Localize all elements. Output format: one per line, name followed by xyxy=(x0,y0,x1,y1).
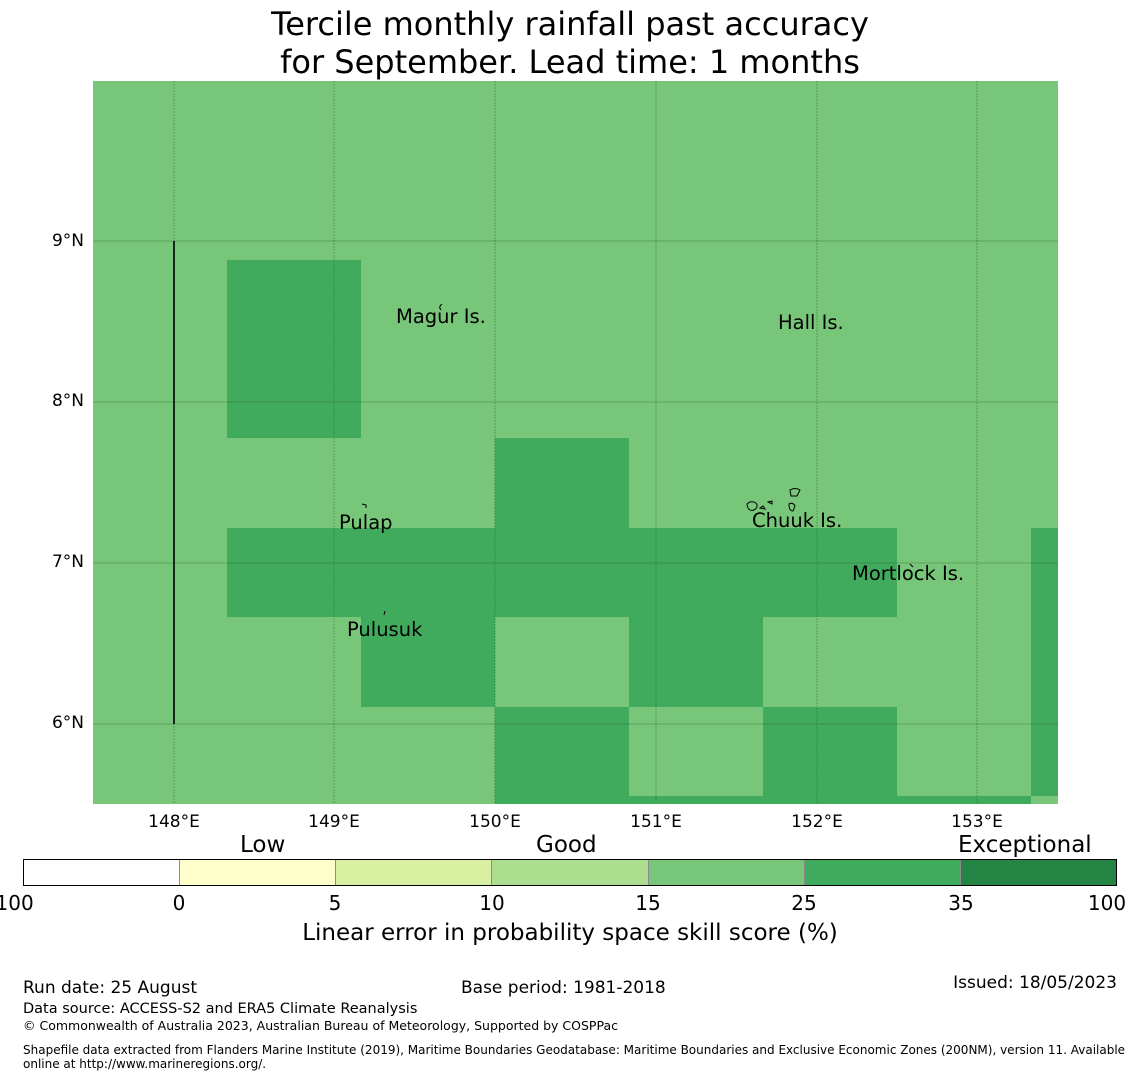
colorbar-tick: 10 xyxy=(479,891,505,915)
skill-cell xyxy=(629,796,763,804)
shapefile-credit-line2: online at http://www.marineregions.org/. xyxy=(23,1057,267,1071)
skill-cell xyxy=(897,796,1031,804)
island-magur xyxy=(439,303,443,311)
colorbar xyxy=(23,859,1117,886)
issued-date: Issued: 18/05/2023 xyxy=(953,973,1117,993)
lat-label-7n: 7°N xyxy=(51,552,84,572)
lat-label-8n: 8°N xyxy=(51,391,84,411)
colorbar-tick: 15 xyxy=(635,891,661,915)
colorbar-segment xyxy=(804,860,961,885)
colorbar-tick: 100 xyxy=(1087,891,1127,915)
lat-label-9n: 9°N xyxy=(51,231,84,251)
colorbar-tick: -100 xyxy=(0,891,34,915)
colorbar-tick: 25 xyxy=(791,891,817,915)
colorbar-segment xyxy=(960,860,1116,885)
colorbar-tick: 35 xyxy=(948,891,974,915)
place-label-hall: Hall Is. xyxy=(778,311,844,334)
base-period: Base period: 1981-2018 xyxy=(461,978,666,998)
lat-label-6n: 6°N xyxy=(51,713,84,733)
island-chuuk-3 xyxy=(789,488,801,497)
island-mortlock xyxy=(909,563,914,568)
place-label-magur: Magur Is. xyxy=(396,305,486,328)
skill-cell xyxy=(361,617,495,707)
skill-cell xyxy=(227,260,361,438)
lon-label-151e: 151°E xyxy=(630,812,682,832)
colorbar-segment xyxy=(648,860,805,885)
place-label-mortlock: Mortlock Is. xyxy=(852,562,965,585)
place-label-pulap: Pulap xyxy=(339,511,393,534)
data-source: Data source: ACCESS-S2 and ERA5 Climate … xyxy=(23,1001,418,1017)
skill-cell xyxy=(1031,528,1058,796)
island-chuuk-1 xyxy=(746,501,758,511)
skill-cell xyxy=(495,707,629,804)
island-chuuk-4 xyxy=(788,502,796,512)
lon-label-153e: 153°E xyxy=(951,812,1003,832)
island-chuuk-2 xyxy=(766,500,773,505)
colorbar-tick: 5 xyxy=(328,891,342,915)
lon-label-148e: 148°E xyxy=(148,812,200,832)
colorbar-segment xyxy=(336,860,493,885)
skill-cell xyxy=(629,617,763,707)
legend-category-low: Low xyxy=(240,832,286,858)
skill-cell xyxy=(227,528,897,617)
legend-category-good: Good xyxy=(536,832,597,858)
run-date: Run date: 25 August xyxy=(23,978,197,998)
copyright: © Commonwealth of Australia 2023, Austra… xyxy=(23,1018,618,1033)
place-label-chuuk: Chuuk Is. xyxy=(752,509,843,532)
high-skill-cells xyxy=(227,260,1058,804)
island-chuuk-5 xyxy=(758,505,767,510)
lon-label-149e: 149°E xyxy=(308,812,360,832)
colorbar-segment xyxy=(492,860,649,885)
chart-title-line1: Tercile monthly rainfall past accuracy xyxy=(271,5,869,43)
island-pulap xyxy=(361,503,367,508)
colorbar-tick: 0 xyxy=(172,891,186,915)
lon-label-150e: 150°E xyxy=(469,812,521,832)
lon-label-152e: 152°E xyxy=(791,812,843,832)
skill-cell xyxy=(763,707,897,804)
legend-category-exceptional: Exceptional xyxy=(958,832,1092,858)
graticule xyxy=(93,81,1058,804)
chart-title-line2: for September. Lead time: 1 months xyxy=(280,43,860,81)
island-pulusuk xyxy=(383,610,386,616)
island-outlines xyxy=(361,303,914,616)
colorbar-segment xyxy=(24,860,181,885)
skill-cell xyxy=(495,438,629,528)
place-label-pulusuk: Pulusuk xyxy=(347,618,423,641)
shapefile-credit-line1: Shapefile data extracted from Flanders M… xyxy=(23,1043,1126,1057)
colorbar-label: Linear error in probability space skill … xyxy=(302,920,838,946)
colorbar-segment xyxy=(180,860,337,885)
